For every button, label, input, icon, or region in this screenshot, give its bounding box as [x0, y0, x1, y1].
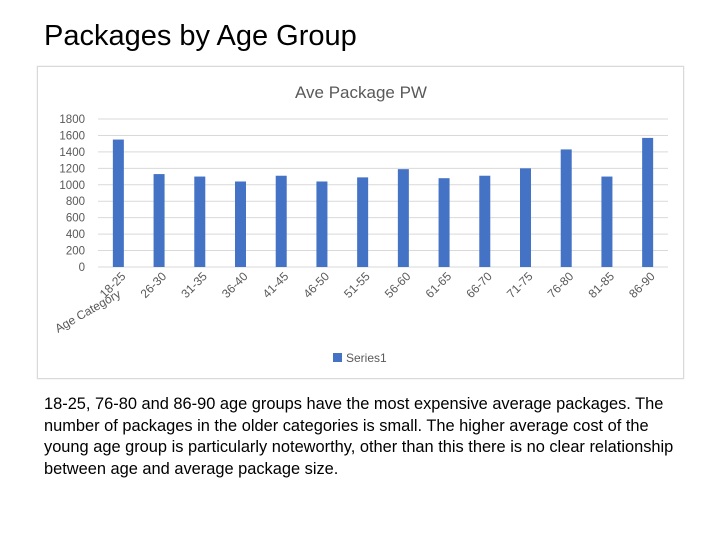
bar-76-80	[560, 149, 572, 267]
y-tick-label: 1400	[59, 147, 85, 159]
x-axis-ticks: 18-25 26-30 31-35 36-40 41-45 46-50 51-55 56-60…	[97, 269, 658, 301]
x-tick-label: 56-60	[382, 269, 414, 301]
x-axis-title: Age Category	[53, 287, 124, 336]
bar-86-90	[642, 137, 654, 267]
bar-36-40	[235, 181, 246, 267]
slide-body-text: 18-25, 76-80 and 86-90 age groups have t…	[44, 395, 674, 478]
x-tick-label: 26-30	[138, 269, 170, 301]
y-tick-label: 1200	[59, 163, 85, 175]
bar-71-75	[520, 168, 531, 267]
bar-26-30	[153, 174, 165, 267]
y-axis-ticks: 0 200 400 600 800 1000 1200 1400 1600 1800	[59, 114, 85, 274]
y-tick-label: 400	[66, 229, 85, 241]
x-tick-label: 71-75	[504, 269, 536, 301]
y-tick-label: 1000	[59, 180, 85, 192]
x-tick-label: 76-80	[545, 269, 577, 301]
y-tick-label: 0	[79, 262, 85, 274]
bar-66-70	[479, 175, 491, 267]
x-tick-label: 86-90	[626, 269, 658, 301]
bar-56-60	[397, 169, 409, 267]
chart-container: Ave Package PW 0 200 400 600 800 1000 1200 1400…	[37, 66, 684, 379]
y-tick-label: 600	[66, 213, 85, 225]
bar-61-65	[438, 178, 450, 267]
x-tick-label: 41-45	[260, 269, 292, 301]
y-tick-label: 1600	[59, 130, 85, 142]
x-tick-label: 36-40	[219, 269, 251, 301]
bar-chart: Ave Package PW 0 200 400 600 800 1000 1200 1400…	[53, 83, 668, 365]
bar-41-45	[275, 175, 287, 267]
bar-51-55	[357, 177, 369, 267]
x-tick-label: 46-50	[300, 269, 332, 301]
slide-title: Packages by Age Group	[44, 20, 357, 52]
x-tick-label: 66-70	[463, 269, 495, 301]
gridlines	[98, 118, 668, 268]
bars	[112, 137, 654, 267]
x-tick-label: 61-65	[423, 269, 455, 301]
y-tick-label: 800	[66, 196, 85, 208]
x-tick-label: 81-85	[585, 269, 617, 301]
bar-18-25	[112, 139, 124, 267]
legend-swatch	[333, 353, 342, 362]
y-tick-label: 1800	[59, 114, 85, 126]
chart-title: Ave Package PW	[295, 83, 427, 102]
y-tick-label: 200	[66, 246, 85, 258]
bar-81-85	[601, 176, 613, 267]
legend: Series1	[333, 351, 387, 365]
bar-31-35	[194, 176, 206, 267]
x-tick-label: 31-35	[178, 269, 210, 301]
x-tick-label: 51-55	[341, 269, 373, 301]
bar-46-50	[316, 181, 328, 267]
legend-label: Series1	[346, 351, 387, 365]
